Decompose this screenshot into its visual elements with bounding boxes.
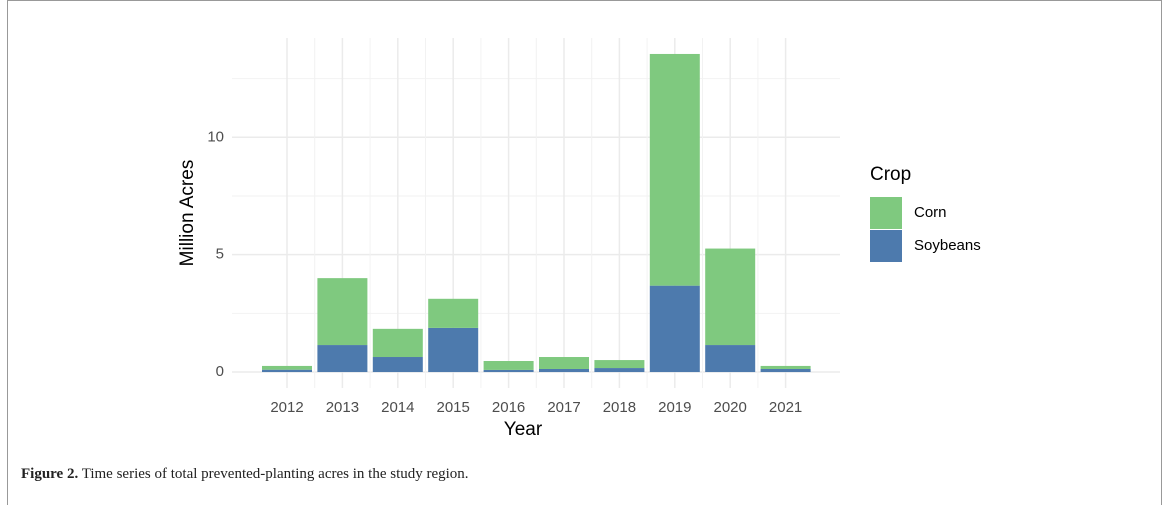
bar-segment bbox=[317, 345, 368, 373]
bar-segment bbox=[594, 368, 645, 373]
x-tick-label: 2018 bbox=[603, 399, 636, 416]
legend-label: Soybeans bbox=[914, 237, 981, 254]
bar-segment bbox=[317, 278, 368, 346]
caption-label: Figure 2. bbox=[21, 466, 79, 482]
bar-segment bbox=[372, 357, 423, 373]
legend-label: Corn bbox=[914, 204, 947, 221]
bar-segment bbox=[649, 285, 700, 373]
x-tick-label: 2012 bbox=[270, 399, 303, 416]
y-tick-label: 5 bbox=[216, 246, 224, 263]
legend-title: Crop bbox=[870, 164, 911, 185]
bar-segment bbox=[483, 369, 534, 373]
x-tick-label: 2017 bbox=[547, 399, 580, 416]
bar-segment bbox=[428, 327, 479, 373]
y-tick-label: 0 bbox=[216, 363, 224, 380]
x-tick-label: 2021 bbox=[769, 399, 802, 416]
y-tick-label: 10 bbox=[207, 128, 224, 145]
bar-segment bbox=[372, 328, 423, 358]
bar-segment bbox=[760, 368, 811, 373]
chart: Year Million Acres Crop 0 5 10 2012 2013 2014… bbox=[177, 38, 981, 440]
bar-segment bbox=[649, 53, 700, 286]
bar-segment bbox=[705, 345, 756, 373]
bar-segment bbox=[539, 368, 589, 373]
legend-swatch bbox=[870, 197, 902, 229]
bar-segment bbox=[539, 357, 589, 369]
x-tick-label: 2013 bbox=[326, 399, 359, 416]
x-axis-title: Year bbox=[504, 419, 543, 440]
x-tick-label: 2014 bbox=[381, 399, 414, 416]
bar-segment bbox=[428, 298, 479, 328]
figure-frame bbox=[7, 0, 1162, 505]
x-tick-label: 2016 bbox=[492, 399, 525, 416]
x-tick-label: 2020 bbox=[714, 399, 747, 416]
bar-segment bbox=[760, 365, 811, 369]
bar-segment bbox=[705, 248, 756, 346]
bar-segment bbox=[594, 360, 645, 369]
bar-segment bbox=[483, 361, 534, 370]
bar-segment bbox=[262, 365, 312, 370]
y-axis-title: Million Acres bbox=[177, 160, 198, 267]
x-tick-label: 2015 bbox=[437, 399, 470, 416]
caption-text: Time series of total prevented-planting … bbox=[81, 466, 469, 482]
legend-swatch bbox=[870, 230, 902, 262]
caption: Figure 2. Time series of total prevented… bbox=[21, 466, 469, 483]
x-tick-label: 2019 bbox=[658, 399, 691, 416]
bar-segment bbox=[262, 369, 312, 373]
